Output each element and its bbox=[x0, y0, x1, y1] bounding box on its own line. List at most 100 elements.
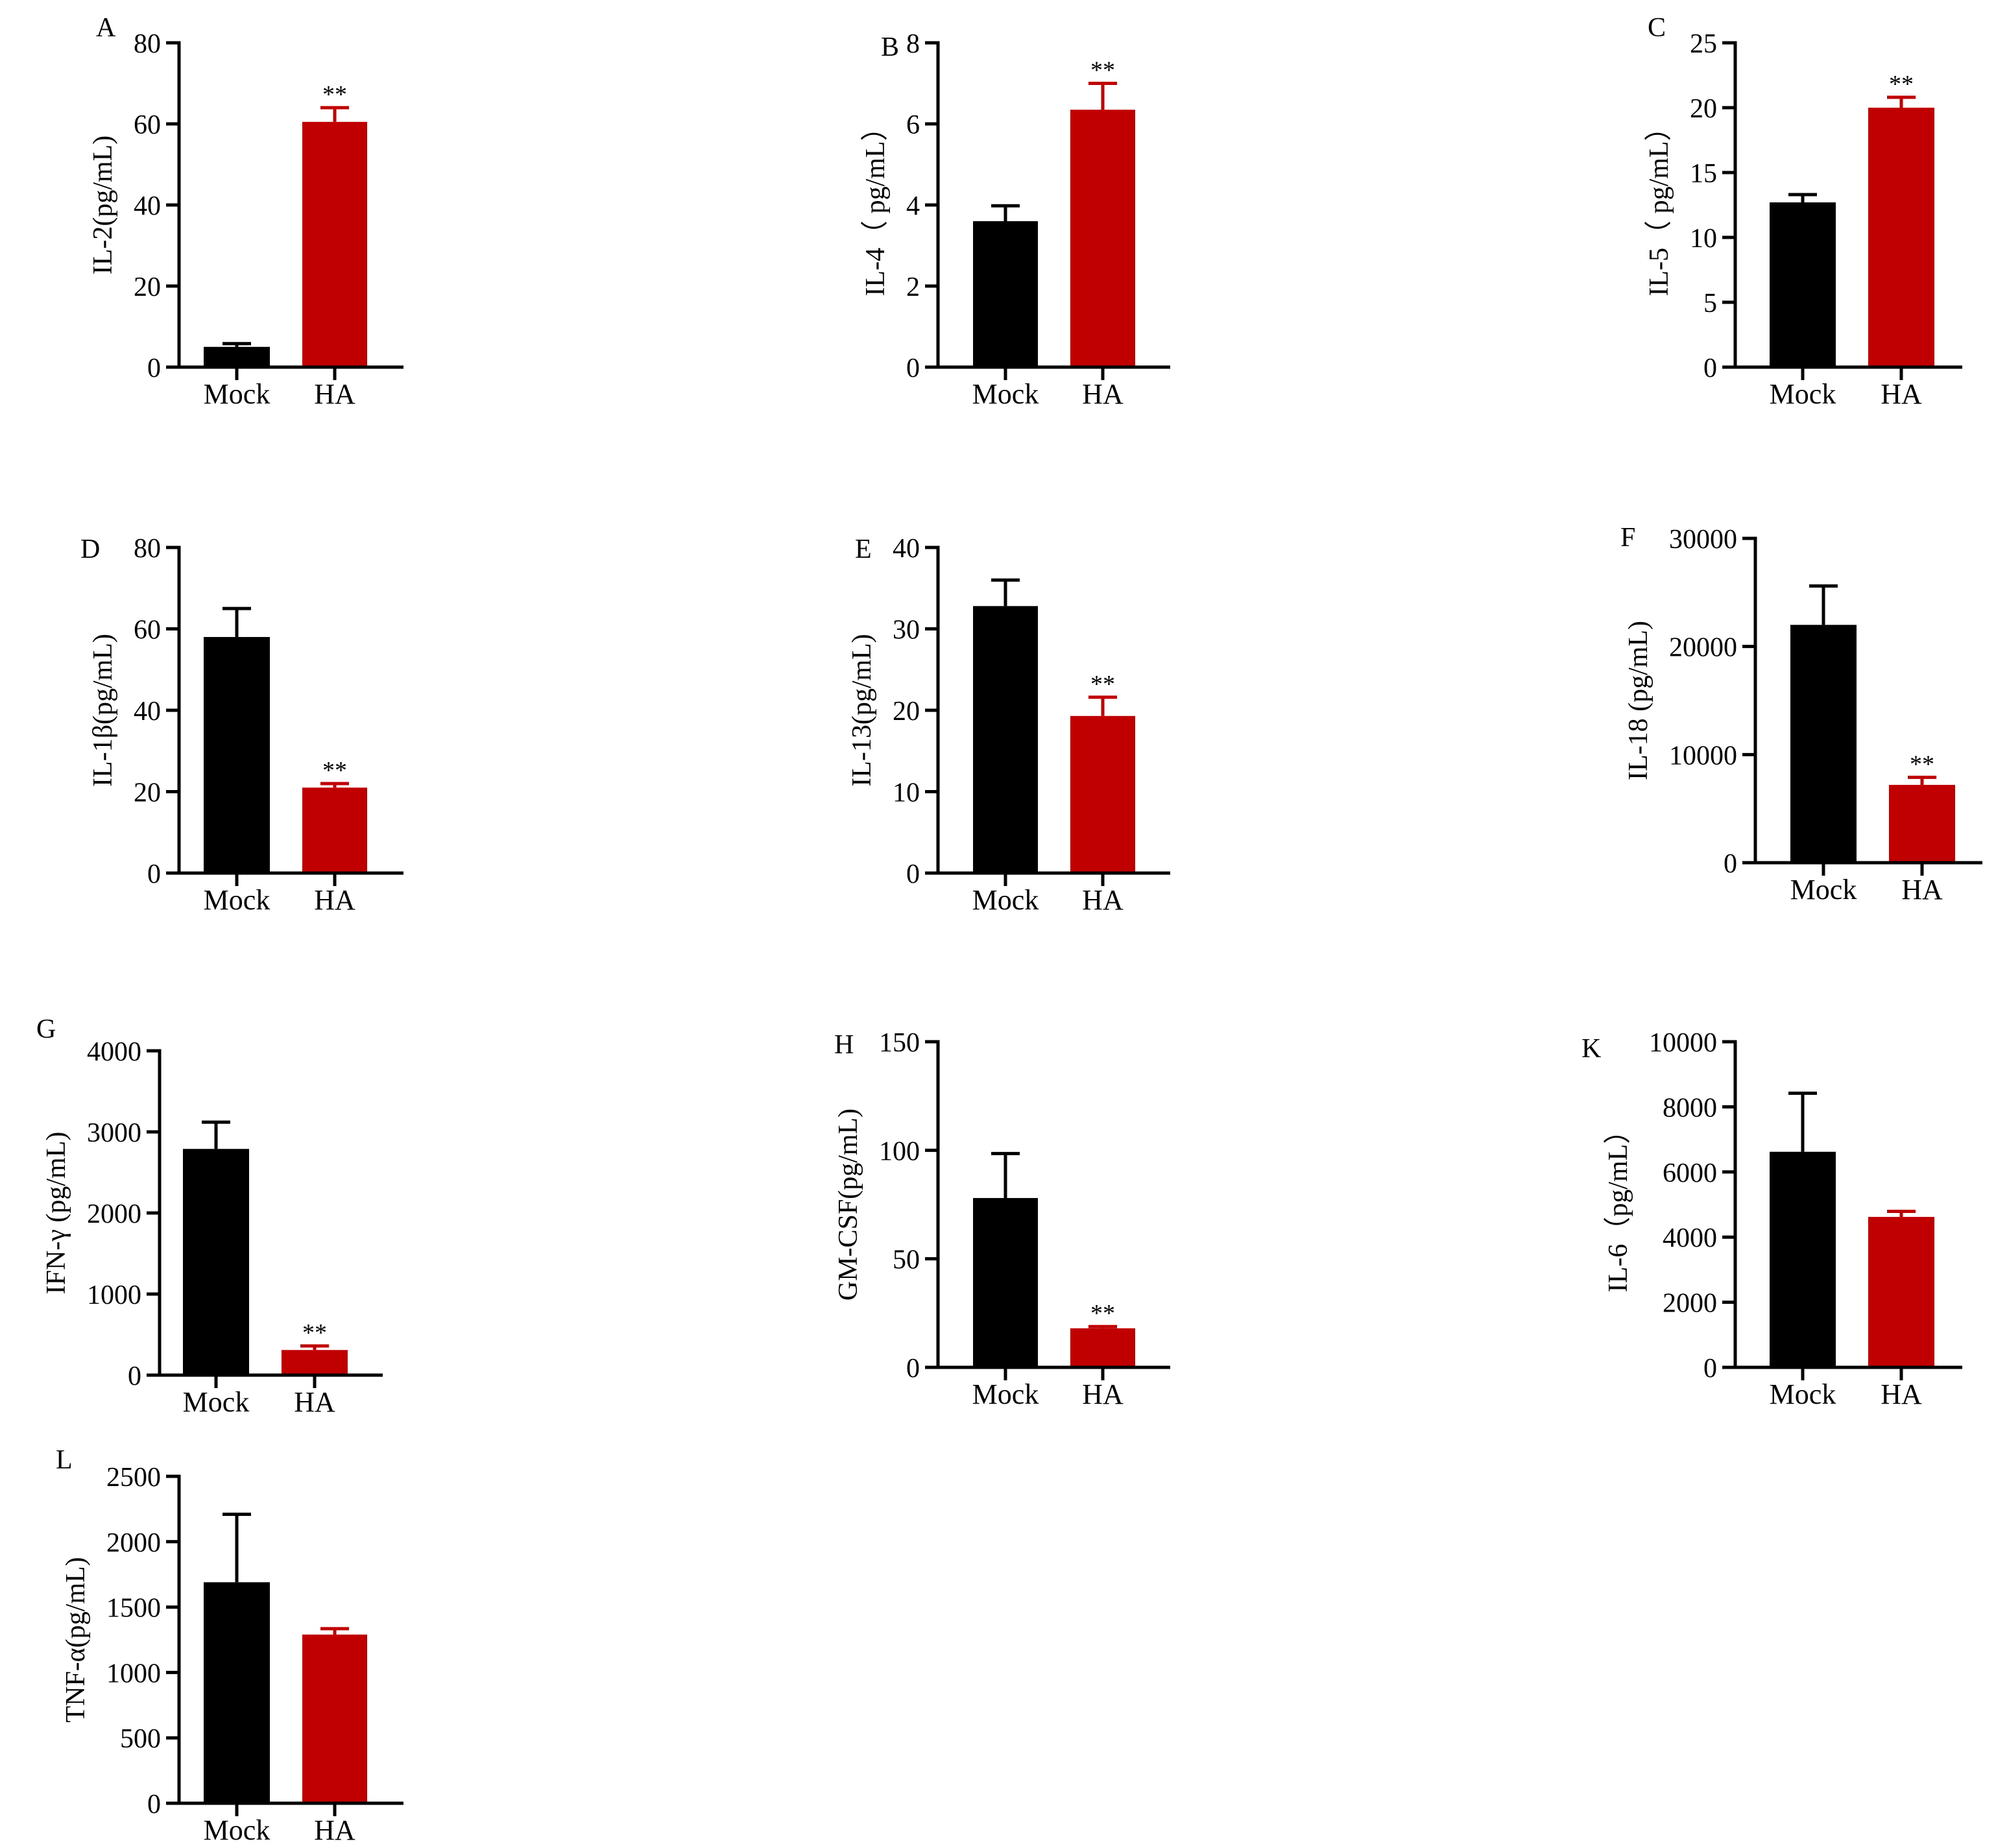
y-tick-label: 6 bbox=[906, 110, 920, 140]
panel-a: A Mock ** HA 0 20 40 60 80 IL-2(pg/mL) bbox=[88, 13, 403, 410]
bar-ha bbox=[302, 787, 367, 873]
x-tick-label-mock: Mock bbox=[1770, 378, 1836, 410]
bar-ha bbox=[1070, 1328, 1135, 1367]
bar-ha bbox=[1868, 108, 1934, 367]
error-bar-mock bbox=[991, 1151, 1020, 1198]
y-tick-label: 0 bbox=[128, 1362, 141, 1391]
x-tick-label-ha: HA bbox=[294, 1386, 335, 1418]
error-bar-ha bbox=[1088, 695, 1117, 716]
y-tick-label: 3000 bbox=[87, 1118, 141, 1148]
bar-mock bbox=[1790, 625, 1857, 863]
panel-b: B Mock ** HA 0 2 4 6 8 IL-4（ pg/mL） bbox=[861, 29, 1170, 410]
y-axis-title: IL-6（pg/mL） bbox=[1604, 1117, 1633, 1293]
y-tick-label: 10000 bbox=[1649, 1028, 1717, 1058]
bar-ha bbox=[302, 121, 367, 367]
y-tick-label: 8000 bbox=[1663, 1093, 1717, 1123]
y-tick-label: 80 bbox=[134, 29, 161, 59]
x-tick-label-mock: Mock bbox=[204, 1814, 271, 1846]
error-bar-mock bbox=[1788, 193, 1817, 202]
bar-mock bbox=[973, 1197, 1038, 1367]
x-tick-label-ha: HA bbox=[1082, 884, 1124, 916]
y-tick-label: 2000 bbox=[106, 1528, 161, 1558]
y-tick-label: 8 bbox=[906, 29, 920, 59]
y-tick-label: 80 bbox=[134, 534, 161, 564]
y-tick-label: 60 bbox=[134, 616, 161, 645]
y-tick-label: 0 bbox=[906, 354, 920, 383]
x-tick-label-mock: Mock bbox=[204, 884, 271, 916]
panel-k: K Mock HA 0 2000 4000 6000 8000 10000 IL-6（pg/mL） bbox=[1581, 1028, 1962, 1410]
significance-marker: ** bbox=[1889, 71, 1914, 98]
significance-marker: ** bbox=[1090, 671, 1115, 698]
panel-l: L Mock HA 0 500 1000 1500 2000 2500 TNF-α(pg/mL) bbox=[56, 1445, 403, 1846]
error-bar-ha bbox=[1088, 1325, 1117, 1328]
y-tick-label: 0 bbox=[1724, 849, 1737, 879]
y-tick-label: 10 bbox=[893, 778, 920, 808]
y-axis-title: IL-2(pg/mL) bbox=[88, 136, 118, 275]
panel-label: K bbox=[1581, 1034, 1601, 1064]
x-tick-label-ha: HA bbox=[1881, 378, 1922, 410]
y-tick-label: 5 bbox=[1703, 289, 1717, 318]
x-tick-label-ha: HA bbox=[1082, 378, 1124, 410]
y-tick-label: 50 bbox=[893, 1245, 920, 1275]
y-tick-label: 40 bbox=[893, 534, 920, 564]
y-axis-title: IL-18 (pg/mL) bbox=[1624, 621, 1653, 780]
error-bar-mock bbox=[991, 578, 1020, 606]
y-tick-label: 30 bbox=[893, 616, 920, 645]
y-tick-label: 6000 bbox=[1663, 1158, 1717, 1188]
y-axis-title: IL-4（ pg/mL） bbox=[861, 114, 891, 296]
y-tick-label: 20 bbox=[893, 697, 920, 726]
error-bar-ha bbox=[300, 1344, 329, 1350]
error-bar-mock bbox=[1809, 584, 1838, 625]
bar-ha bbox=[302, 1634, 367, 1803]
error-bar-ha bbox=[320, 782, 349, 788]
panel-label: B bbox=[881, 32, 899, 62]
significance-marker: ** bbox=[1090, 57, 1115, 84]
bar-ha bbox=[282, 1350, 348, 1375]
panel-d: D Mock ** HA 0 20 40 60 80 IL-1β(pg/mL) bbox=[80, 534, 403, 916]
y-tick-label: 2 bbox=[906, 272, 920, 302]
y-tick-label: 30000 bbox=[1669, 525, 1737, 555]
y-axis-title: IL-1β(pg/mL) bbox=[88, 634, 118, 787]
bar-ha bbox=[1868, 1217, 1934, 1367]
y-axis-title: IFN-γ (pg/mL) bbox=[42, 1132, 71, 1295]
panel-label: G bbox=[36, 1014, 56, 1044]
y-tick-label: 1500 bbox=[106, 1594, 161, 1624]
x-tick-label-mock: Mock bbox=[204, 378, 271, 410]
error-bar-ha bbox=[1887, 1210, 1916, 1218]
error-bar-ha bbox=[1887, 95, 1916, 108]
x-tick-label-ha: HA bbox=[1901, 874, 1943, 906]
y-tick-label: 20 bbox=[134, 778, 161, 808]
panel-label: C bbox=[1648, 13, 1666, 43]
y-tick-label: 25 bbox=[1690, 29, 1717, 59]
y-axis-title: GM-CSF(pg/mL) bbox=[834, 1109, 863, 1301]
y-tick-label: 0 bbox=[906, 1354, 920, 1384]
panel-label: F bbox=[1620, 523, 1635, 553]
x-tick-label-ha: HA bbox=[1082, 1378, 1124, 1410]
y-tick-label: 40 bbox=[134, 697, 161, 726]
panel-label: D bbox=[80, 534, 100, 564]
x-tick-label-mock: Mock bbox=[972, 378, 1039, 410]
bar-mock bbox=[183, 1149, 249, 1375]
panel-h: H Mock ** HA 0 50 100 150 GM-CSF(pg/mL) bbox=[834, 1028, 1170, 1410]
panel-label: A bbox=[96, 13, 116, 43]
y-tick-label: 4 bbox=[906, 191, 920, 221]
y-tick-label: 150 bbox=[879, 1028, 920, 1058]
bar-mock bbox=[1770, 202, 1836, 367]
x-tick-label-mock: Mock bbox=[972, 884, 1039, 916]
x-tick-label-ha: HA bbox=[314, 378, 355, 410]
panel-e: E Mock ** HA 0 10 20 30 40 IL-13(pg/mL) bbox=[847, 534, 1170, 916]
y-tick-label: 1000 bbox=[106, 1659, 161, 1688]
panel-c: C Mock ** HA 0 5 10 15 20 25 IL-5（ pg/mL） bbox=[1644, 13, 1962, 410]
error-bar-mock bbox=[991, 204, 1020, 221]
y-tick-label: 0 bbox=[906, 859, 920, 889]
error-bar-mock bbox=[1788, 1091, 1817, 1152]
significance-marker: ** bbox=[322, 81, 347, 108]
bar-mock bbox=[973, 606, 1038, 873]
y-tick-label: 10 bbox=[1690, 224, 1717, 254]
y-tick-label: 4000 bbox=[1663, 1223, 1717, 1253]
y-axis-title: IL-5（ pg/mL） bbox=[1644, 114, 1674, 296]
y-tick-label: 0 bbox=[1703, 354, 1717, 383]
panel-label: E bbox=[855, 534, 872, 564]
x-tick-label-mock: Mock bbox=[1770, 1378, 1836, 1410]
bar-ha bbox=[1889, 785, 1955, 863]
